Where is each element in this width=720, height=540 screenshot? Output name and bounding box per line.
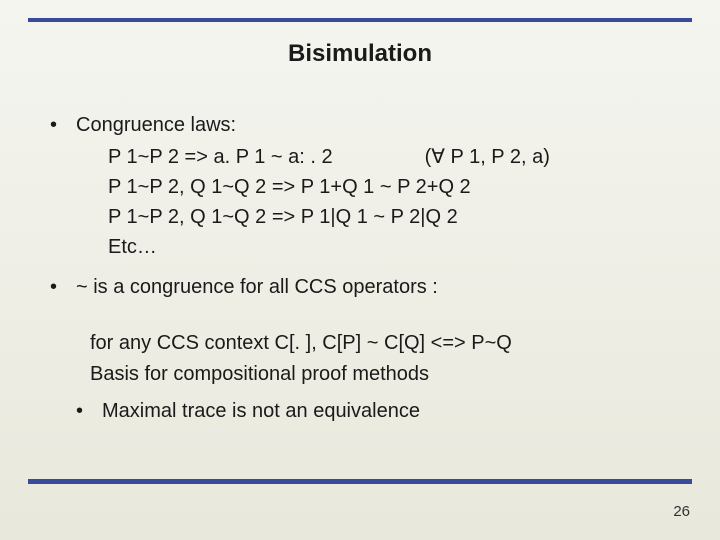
sub-block: for any CCS context C[. ], C[P] ~ C[Q] <… (90, 328, 680, 390)
law-1: P 1~P 2 => a. P 1 ~ a: . 2 (∀ P 1, P 2, a… (108, 142, 680, 172)
bullet-1: • Congruence laws: (48, 110, 680, 140)
law-1-left: P 1~P 2 => a. P 1 ~ a: . 2 (108, 146, 333, 168)
law-3: P 1~P 2, Q 1~Q 2 => P 1|Q 1 ~ P 2|Q 2 (108, 202, 680, 232)
laws-block: P 1~P 2 => a. P 1 ~ a: . 2 (∀ P 1, P 2, a… (108, 142, 680, 262)
bullet-marker: • (76, 396, 102, 426)
bullet-marker: • (48, 110, 76, 140)
sub-1: for any CCS context C[. ], C[P] ~ C[Q] <… (90, 328, 680, 359)
sub-2: Basis for compositional proof methods (90, 359, 680, 390)
law-1-right: (∀ P 1, P 2, a) (425, 146, 550, 168)
law-2: P 1~P 2, Q 1~Q 2 => P 1+Q 1 ~ P 2+Q 2 (108, 172, 680, 202)
slide-title: Bisimulation (0, 40, 720, 68)
bullet-1-text: Congruence laws: (76, 110, 680, 140)
bottom-rule (28, 479, 692, 484)
bullet-3-text: Maximal trace is not an equivalence (102, 396, 420, 426)
bullet-2: • ~ is a congruence for all CCS operator… (48, 272, 680, 302)
bullet-marker: • (48, 272, 76, 302)
bullet-3: • Maximal trace is not an equivalence (76, 396, 680, 426)
slide-content: • Congruence laws: P 1~P 2 => a. P 1 ~ a… (48, 110, 680, 426)
top-rule (28, 18, 692, 22)
page-number: 26 (673, 503, 690, 520)
bullet-2-text: ~ is a congruence for all CCS operators … (76, 272, 680, 302)
law-4: Etc… (108, 232, 680, 262)
